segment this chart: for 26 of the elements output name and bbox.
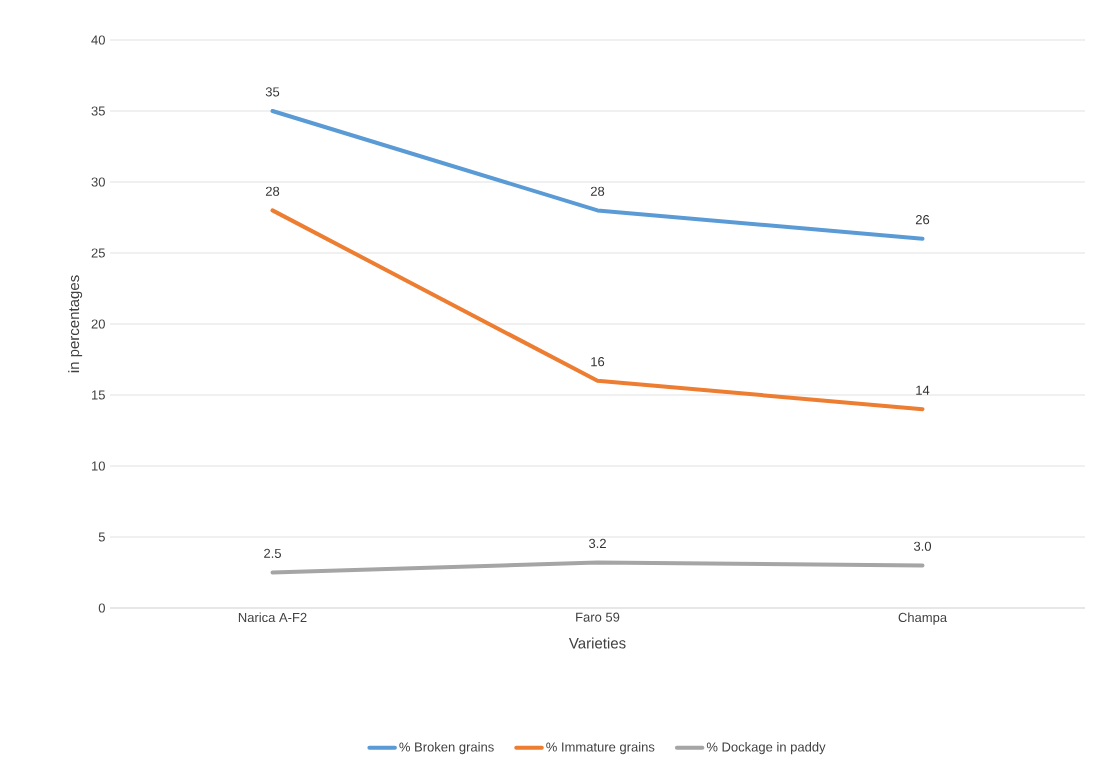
- legend-label: % Broken grains: [399, 742, 494, 755]
- data-label: 14: [916, 385, 930, 395]
- x-tick-label: Faro 59: [576, 612, 620, 622]
- x-tick-label: Narica A-F2: [238, 612, 307, 623]
- data-label: 3.2: [588, 538, 606, 549]
- x-axis-title: Varieties: [568, 637, 626, 649]
- data-label: 2.5: [264, 548, 281, 558]
- y-tick-label: 5: [98, 532, 105, 542]
- data-label: 35: [265, 87, 280, 97]
- y-tick-label: 0: [98, 603, 105, 613]
- data-label: 28: [590, 186, 605, 196]
- y-tick-label: 15: [91, 390, 105, 400]
- data-label: 28: [265, 186, 280, 196]
- y-tick-label: 25: [91, 248, 105, 258]
- y-axis-title: in percentages: [68, 275, 83, 373]
- data-label: 16: [591, 357, 605, 367]
- data-label: 3.0: [913, 541, 932, 551]
- y-tick-label: 20: [91, 319, 105, 329]
- y-tick-label: 35: [91, 106, 105, 116]
- data-label: 26: [915, 215, 930, 225]
- y-tick-label: 40: [91, 35, 105, 45]
- legend-label: % Immature grains: [546, 742, 655, 755]
- x-tick-label: Champa: [898, 612, 948, 625]
- legend-label: % Dockage in paddy: [706, 742, 826, 755]
- y-tick-label: 10: [91, 461, 105, 471]
- y-tick-label: 30: [91, 177, 105, 187]
